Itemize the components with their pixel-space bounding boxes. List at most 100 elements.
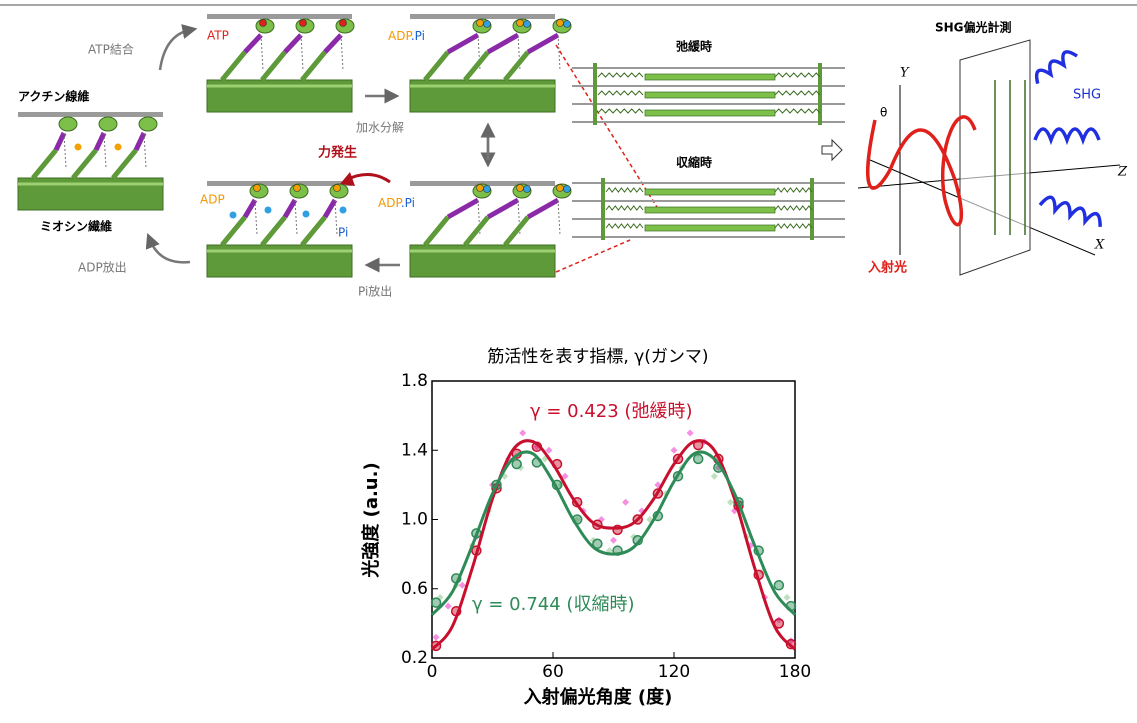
stalk: [505, 217, 528, 245]
free: [340, 207, 347, 214]
dashed: [301, 35, 303, 70]
lever: [448, 200, 478, 217]
lever: [325, 35, 341, 52]
dashed: [295, 200, 297, 235]
annotation: γ = 0.423 (弛緩時): [530, 401, 692, 422]
label: ATP結合: [88, 42, 134, 57]
ligand: [484, 186, 491, 193]
z-disk: [601, 178, 605, 240]
actin: [207, 14, 352, 19]
y-tick-label: 0.6: [401, 579, 428, 599]
shg-wave: [1035, 129, 1099, 140]
stalk: [302, 52, 325, 80]
chart-title: 筋活性を表す指標, γ(ガンマ): [487, 347, 708, 367]
arrow: [150, 240, 190, 262]
label: ミオシン繊維: [40, 219, 112, 234]
x-tick-label: 0: [427, 662, 438, 682]
label: SHG: [1073, 88, 1101, 103]
stalk: [222, 52, 245, 80]
annotation: γ = 0.744 (収縮時): [472, 594, 634, 615]
label: ADP.Pi: [378, 196, 415, 210]
label: ADP: [388, 29, 412, 43]
shg-wave: [1032, 48, 1077, 84]
dashed: [261, 35, 263, 70]
stalk: [33, 150, 56, 178]
head: [59, 117, 77, 131]
raw-point: [783, 594, 790, 601]
raw-point: [671, 447, 678, 454]
dashed: [64, 133, 66, 168]
spring: [775, 224, 812, 228]
y-tick-label: 1.0: [401, 510, 428, 530]
zoom: [556, 240, 630, 272]
dashed: [144, 133, 146, 168]
label: Pi放出: [358, 284, 392, 299]
spring: [775, 91, 820, 95]
ligand: [564, 21, 571, 28]
dashed: [104, 133, 106, 168]
spring: [598, 91, 643, 95]
x-tick-label: 60: [542, 662, 564, 682]
lever: [488, 35, 518, 52]
raw-point: [622, 499, 629, 506]
spring: [606, 206, 643, 210]
dashed: [558, 35, 560, 70]
free: [303, 211, 310, 218]
ligand: [477, 20, 484, 27]
stalk: [505, 52, 528, 80]
z-disk: [593, 63, 597, 125]
ligand: [484, 21, 491, 28]
label: アクチン線維: [18, 89, 89, 104]
ligand: [517, 20, 524, 27]
stalk: [302, 217, 325, 245]
label: 入射光: [868, 260, 907, 276]
lever: [528, 35, 558, 52]
block-arrow: [822, 140, 842, 160]
stalk: [73, 150, 96, 178]
x-tick-label: 180: [779, 662, 811, 682]
y-tick-label: 1.8: [401, 371, 428, 391]
lever: [245, 200, 255, 217]
incident-wave: [868, 117, 975, 225]
lever: [245, 35, 261, 52]
raw-point: [687, 429, 694, 436]
spring: [598, 73, 643, 77]
diagram: [18, 14, 1120, 277]
mean-point: [774, 581, 783, 590]
label: ADP: [378, 196, 402, 210]
label: ADP: [200, 193, 225, 207]
label: .Pi: [411, 29, 425, 43]
ligand: [254, 185, 261, 192]
spring: [598, 109, 643, 113]
free: [230, 212, 237, 219]
thick: [645, 110, 775, 116]
lever: [285, 200, 295, 217]
label: 弛緩時: [676, 39, 712, 54]
figure: アクチン線維 ミオシン繊維 ATP結合 ATP ADP.Pi 加水分解 力発生 …: [0, 0, 1137, 719]
ligand: [477, 185, 484, 192]
label: .Pi: [401, 196, 415, 210]
dashed: [341, 35, 343, 70]
label: Y: [900, 66, 910, 81]
y-tick-label: 0.2: [401, 648, 428, 668]
raw-point: [610, 537, 617, 544]
label: Pi: [338, 226, 348, 240]
thick: [645, 92, 775, 98]
lever: [448, 35, 478, 52]
ligand: [557, 185, 564, 192]
ligand: [564, 186, 571, 193]
ligand: [294, 185, 301, 192]
lever: [96, 133, 104, 150]
x-tick-label: 120: [658, 662, 690, 682]
stalk: [425, 52, 448, 80]
spring: [775, 73, 820, 77]
lever: [528, 200, 558, 217]
ligand: [340, 20, 347, 27]
label: 力発生: [318, 145, 357, 161]
actin: [18, 112, 163, 117]
label: 加水分解: [356, 121, 404, 135]
raw-point: [445, 603, 452, 610]
ligand: [300, 20, 307, 27]
lever: [488, 200, 518, 217]
arrow: [160, 30, 190, 70]
